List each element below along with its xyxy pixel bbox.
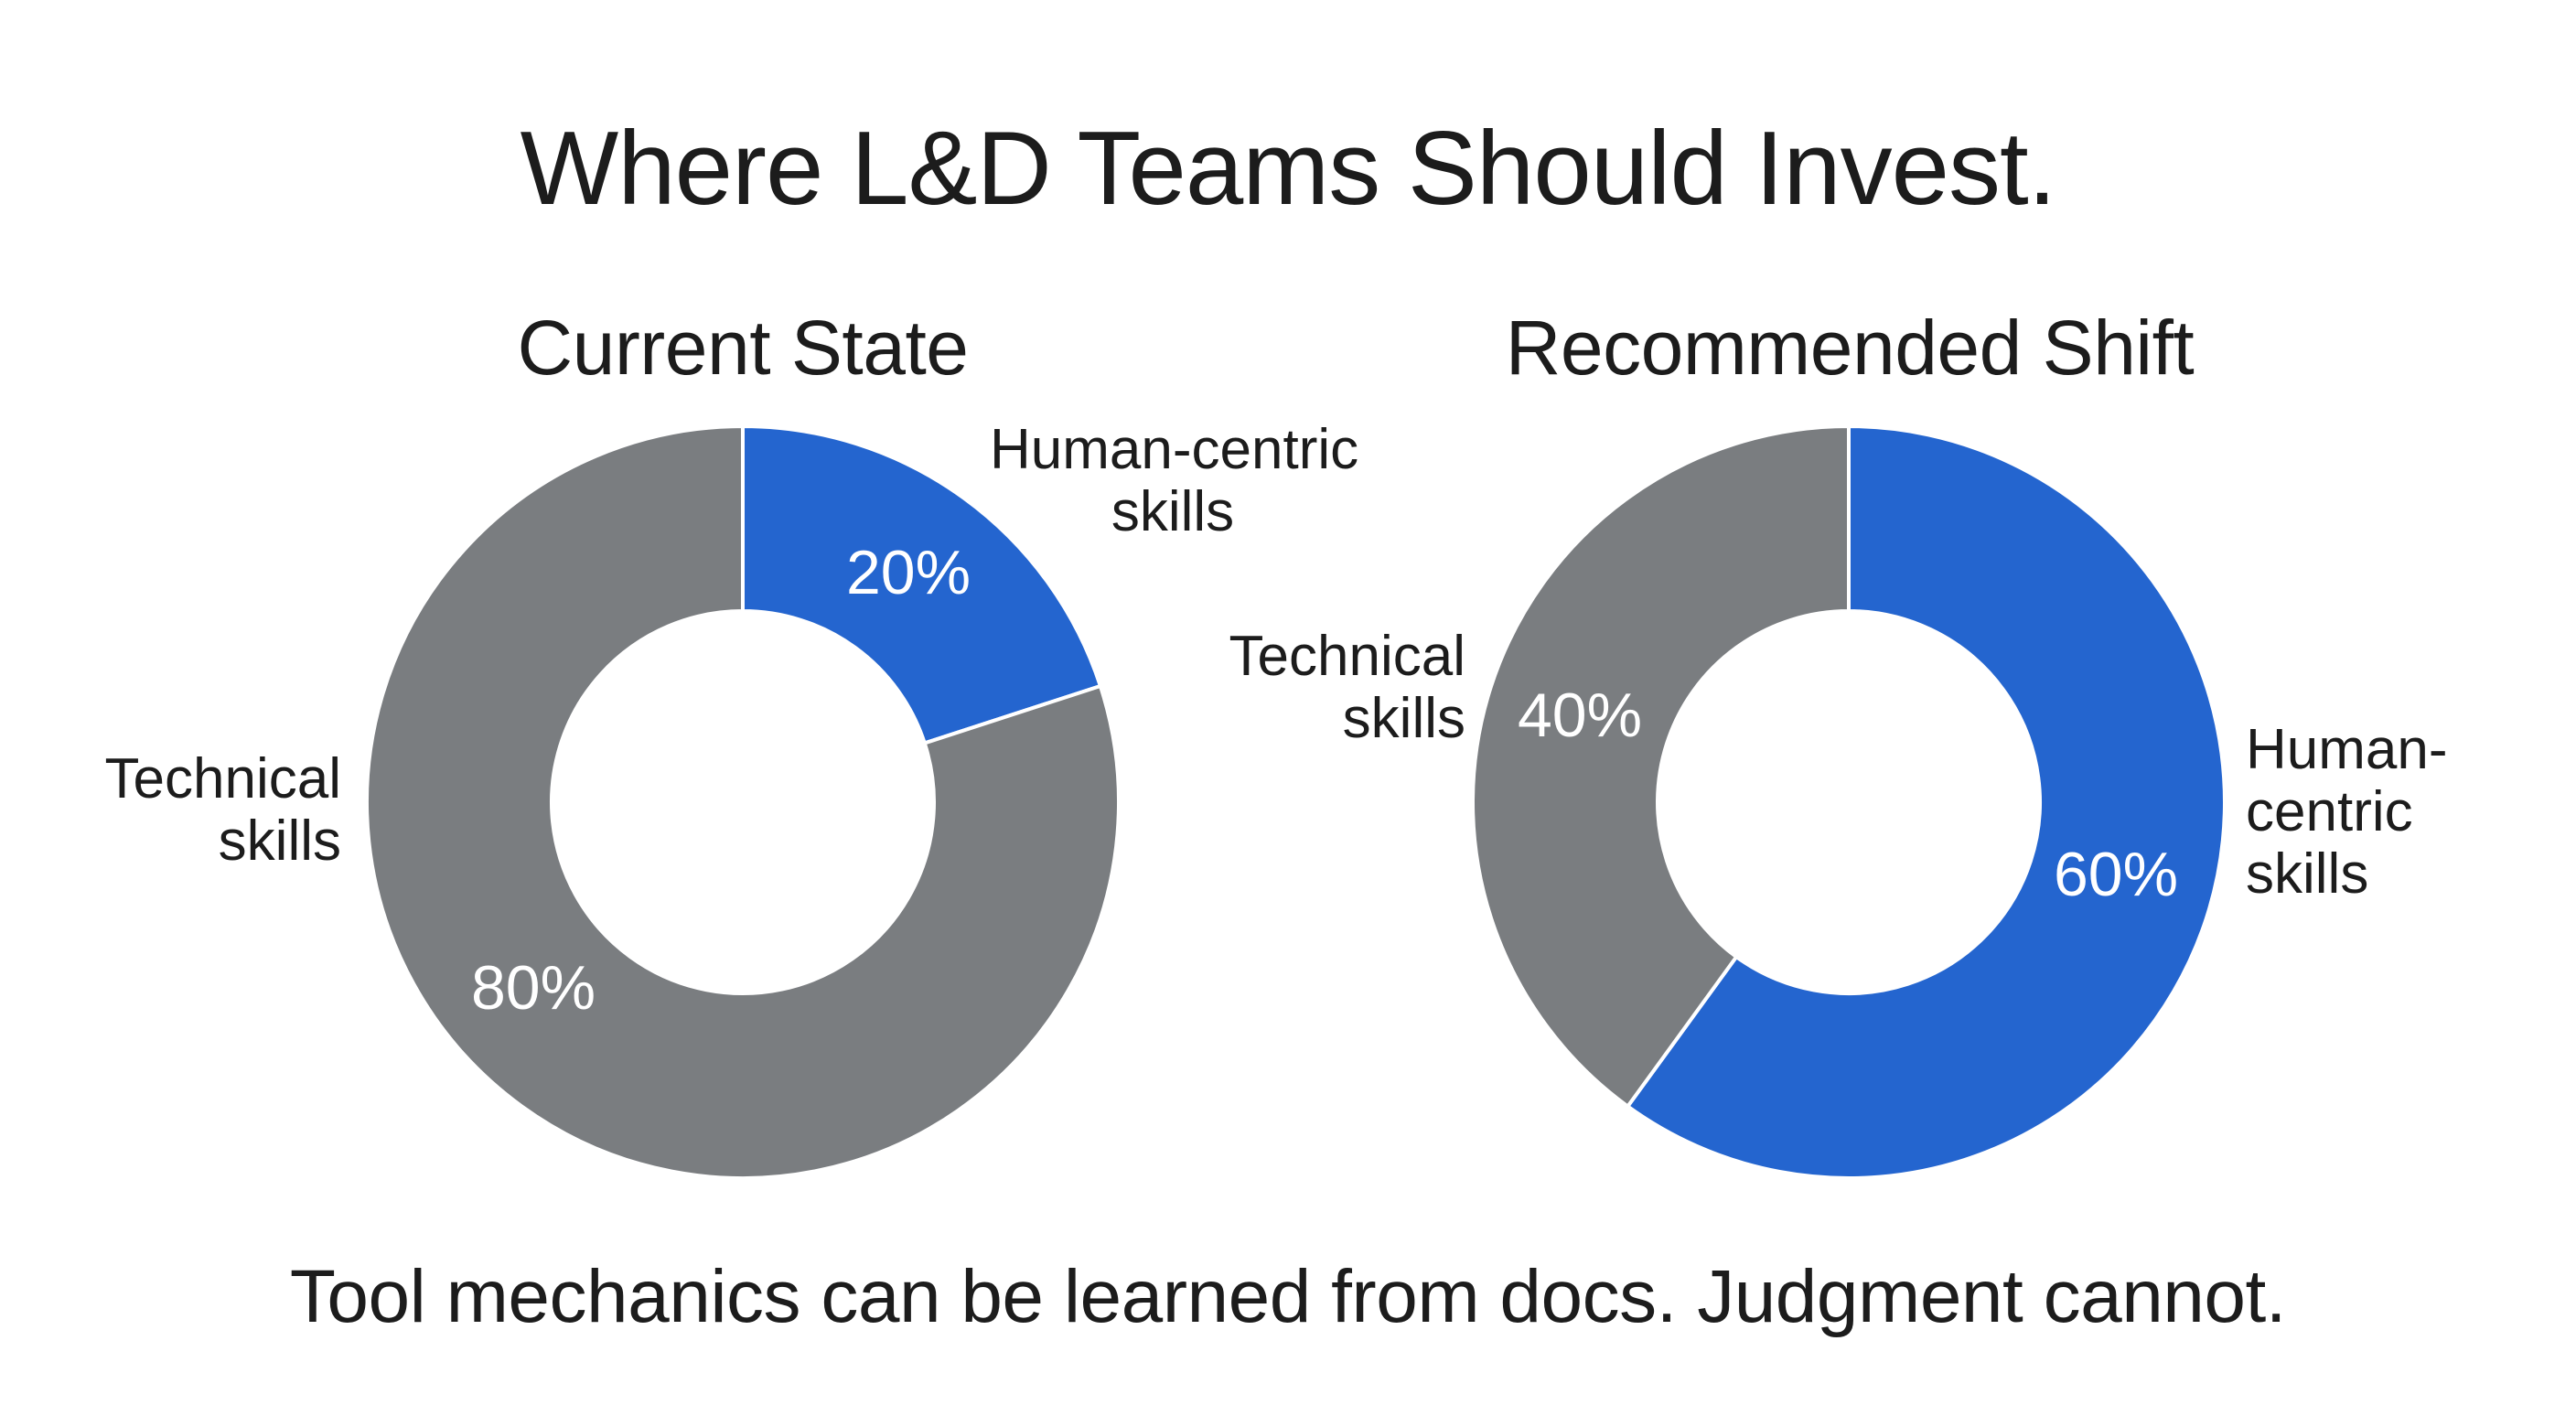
label-technical-recommended: Technical skills	[1191, 626, 1465, 750]
label-line: Human-centric	[990, 418, 1359, 481]
chart-title-current-state: Current State	[517, 305, 969, 391]
chart-title-recommended-shift: Recommended Shift	[1505, 305, 2195, 391]
label-human-centric-recommended: Human- centric skills	[2246, 719, 2520, 906]
label-line: Technical	[1229, 625, 1465, 688]
percent-human-centric-current: 20%	[845, 538, 971, 607]
figure-title: Where L&D Teams Should Invest.	[520, 111, 2057, 227]
percent-technical-recommended: 40%	[1517, 681, 1643, 750]
label-line: Human-	[2246, 718, 2448, 781]
donut-current-state	[365, 424, 1121, 1180]
label-human-centric-current: Human-centric skills	[990, 418, 1359, 543]
label-line: skills	[1342, 687, 1465, 750]
donut-segment-human-centric-skills	[741, 424, 1103, 745]
percent-technical-current: 80%	[470, 953, 596, 1023]
donut-recommended-shift	[1471, 424, 2227, 1180]
label-line: Technical	[104, 747, 341, 810]
label-line: skills	[218, 810, 341, 873]
label-technical-current: Technical skills	[67, 748, 341, 873]
label-line: skills	[2246, 842, 2369, 906]
percent-human-centric-recommended: 60%	[2053, 840, 2179, 909]
label-line: skills	[1111, 480, 1235, 543]
donut-segment-technical-skills	[1471, 424, 1851, 1110]
label-line: centric	[2246, 780, 2413, 843]
figure-caption: Tool mechanics can be learned from docs.…	[289, 1255, 2287, 1338]
donut-segment-human-centric-skills	[1625, 424, 2227, 1180]
donut-segment-technical-skills	[365, 424, 1121, 1180]
